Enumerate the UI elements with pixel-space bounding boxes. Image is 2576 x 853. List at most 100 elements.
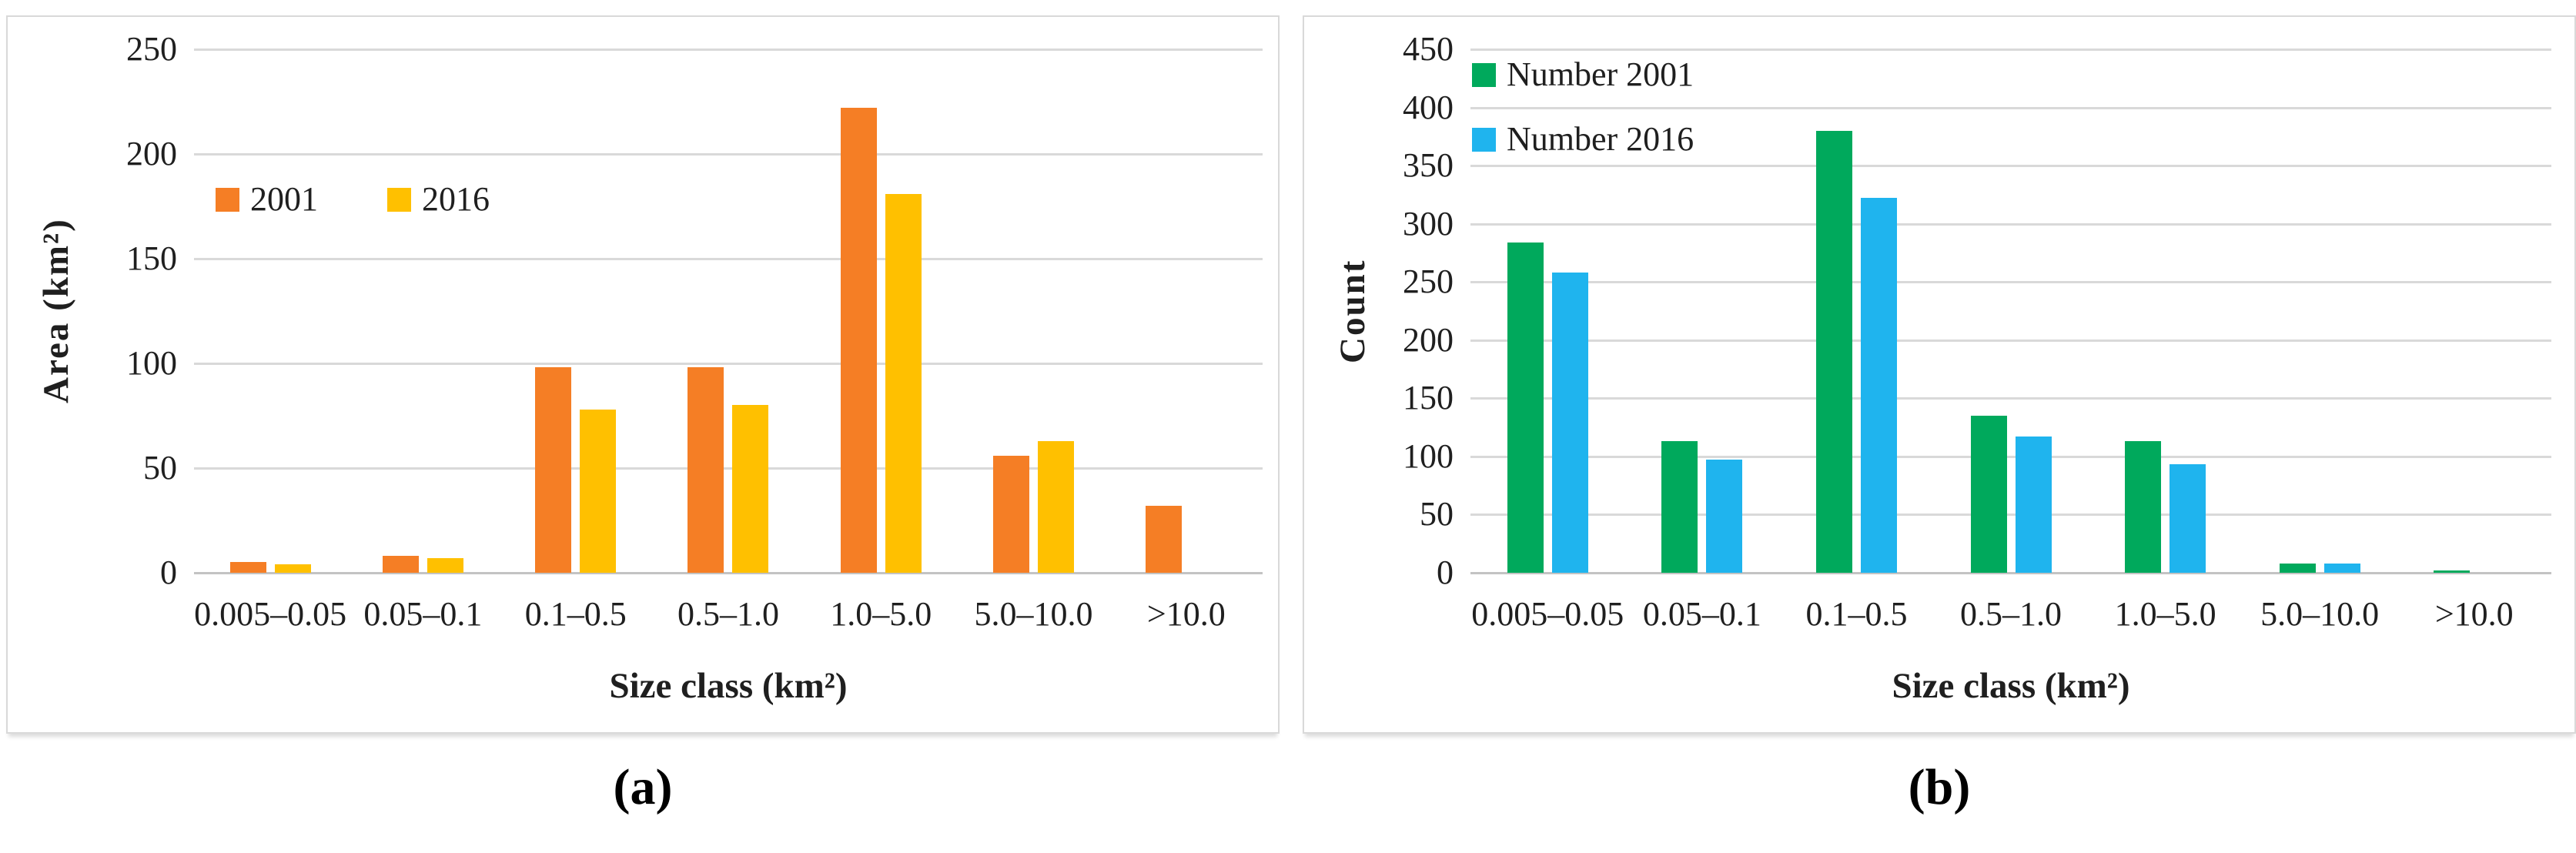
bar-2016 [274,564,311,573]
legend: Number 2001 Number 2016 [1470,54,1715,160]
legend: 2001 2016 [214,179,510,220]
bar-group [194,49,346,573]
x-tick-label: 0.05–0.1 [1642,595,1761,633]
plot-area: 2001 2016 [194,49,1263,574]
y-tick-label: 150 [1403,379,1454,417]
bar-2001 [993,455,1030,573]
gridline [1470,106,2551,109]
bar-number-2016 [2170,464,2206,573]
legend-swatch [387,187,411,212]
chart-a: Area (km²) 0 50 100 150 200 250 2001 2016 0.00… [6,15,1280,734]
bar-group [1934,49,2089,573]
y-axis-ticks: 0 50 100 150 200 250 [8,32,177,590]
x-tick-label: >10.0 [2434,595,2514,633]
gridline [1470,281,2551,284]
bar-group [2397,49,2551,573]
bar-2016 [1038,440,1075,573]
y-tick-label: 200 [1403,320,1454,359]
y-tick-label: 100 [1403,437,1454,475]
y-tick-label: 150 [126,239,177,277]
x-tick-label: 0.5–1.0 [1960,595,2062,633]
gridline [194,467,1263,470]
bar-number-2001 [1661,441,1698,573]
y-tick-label: 300 [1403,204,1454,243]
x-tick-label: >10.0 [1146,595,1226,633]
bar-group [1470,49,1625,573]
gridline [194,153,1263,156]
gridline [194,49,1263,51]
gridline [1470,397,2551,400]
figure-row: Area (km²) 0 50 100 150 200 250 2001 2016 0.00… [6,15,2576,817]
bar-group [957,49,1109,573]
gridline [194,258,1263,260]
bar-number-2016 [2015,437,2052,573]
x-axis-labels: 0.005–0.05 0.05–0.1 0.1–0.5 0.5–1.0 1.0–5.0 5… [194,595,1263,633]
bar-number-2016 [1551,273,1588,573]
x-tick-label: 0.005–0.05 [1471,595,1624,633]
legend-swatch [1472,62,1496,87]
bar-group [2088,49,2243,573]
gridlines [194,49,1263,574]
bar-number-2016 [1860,198,1897,573]
bar-2001 [535,367,572,573]
legend-item: Number 2016 [1470,119,1715,160]
bar-number-2001 [2125,441,2162,573]
legend-item: Number 2001 [1470,54,1715,95]
x-tick-label: 1.0–5.0 [830,595,932,633]
legend-label: 2001 [250,180,318,218]
y-axis-ticks: 0 50 100 150 200 250 300 350 400 450 [1304,32,1454,590]
x-axis-labels: 0.005–0.05 0.05–0.1 0.1–0.5 0.5–1.0 1.0–5.0 5… [1470,595,2551,633]
chart-b: Count 0 50 100 150 200 250 300 350 400 450 Number… [1303,15,2576,734]
x-axis-title: Size class (km²) [1892,666,2130,706]
bar-number-2016 [1706,460,1743,573]
gridline [1470,222,2551,226]
bar-number-2001 [2434,570,2471,573]
legend-label: 2016 [422,180,490,218]
panel-b-wrap: Count 0 50 100 150 200 250 300 350 400 450 Number… [1303,15,2576,817]
x-tick-label: 0.1–0.5 [1805,595,1908,633]
bar-2001 [840,108,877,573]
bar-group [2243,49,2397,573]
bar-group [1779,49,1934,573]
bar-2001 [1146,505,1183,573]
y-tick-label: 250 [1403,263,1454,301]
x-tick-label: 0.05–0.1 [363,595,483,633]
gridline [1470,49,2551,51]
y-tick-label: 0 [1437,554,1454,591]
gridlines [1470,49,2551,574]
bar-2016 [885,193,922,573]
x-axis-line [194,572,1263,574]
legend-label: Number 2001 [1507,55,1694,93]
gridline [1470,165,2551,168]
legend-item: 2001 [214,179,338,220]
bar-group [1110,49,1263,573]
legend-label: Number 2016 [1507,120,1694,158]
bar-group [500,49,652,573]
y-tick-label: 400 [1403,88,1454,126]
gridline [194,363,1263,365]
bar-2001 [229,562,266,573]
bar-group [652,49,805,573]
legend-swatch [216,187,239,212]
x-tick-label: 0.005–0.05 [194,595,347,633]
plot-area: Number 2001 Number 2016 [1470,49,2551,574]
y-tick-label: 200 [126,135,177,172]
bar-2016 [427,557,463,573]
caption-a: (a) [613,759,673,815]
bar-2016 [732,405,769,573]
bar-number-2001 [1507,242,1544,573]
x-tick-label: 5.0–10.0 [974,595,1093,633]
x-axis-title: Size class (km²) [609,666,848,706]
bar-number-2001 [1970,416,2007,573]
gridline [1470,513,2551,517]
x-axis-line [1470,572,2551,574]
x-tick-label: 0.5–1.0 [677,595,779,633]
bar-2016 [580,409,617,573]
y-tick-label: 50 [1420,495,1454,534]
gridline [1470,339,2551,342]
bars [194,49,1263,573]
bar-group [805,49,957,573]
bar-number-2016 [2323,563,2360,573]
y-tick-label: 250 [126,30,177,68]
